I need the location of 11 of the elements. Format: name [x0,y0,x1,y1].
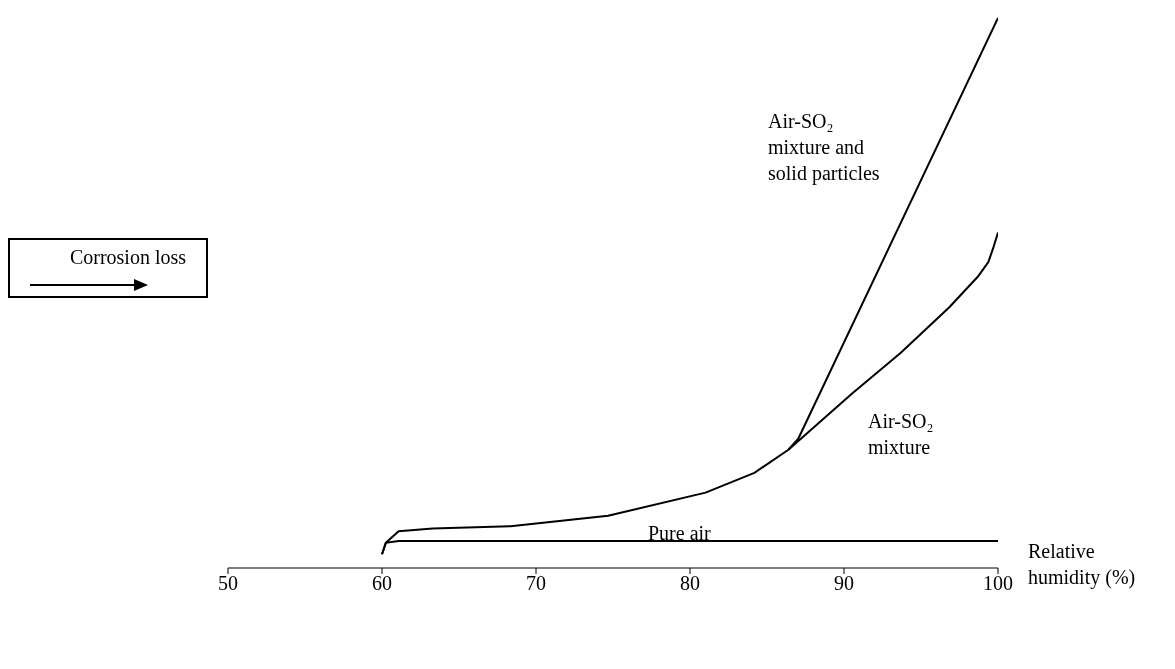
x-tick-label: 100 [983,572,1013,595]
x-tick-label: 60 [372,572,392,595]
series-label: Air-SO₂ mixture [868,409,935,460]
y-axis-title: Corrosion loss [69,246,186,269]
x-tick-label: 50 [218,572,238,595]
series-label: Pure air [648,521,712,546]
series-label: Air-SO₂ mixture and solid particles [768,109,881,186]
x-tick-label: 80 [680,572,700,595]
x-axis-title: Relative humidity (%) [1028,539,1137,590]
x-tick-label: 90 [834,572,854,595]
x-tick-label: 70 [526,572,546,595]
